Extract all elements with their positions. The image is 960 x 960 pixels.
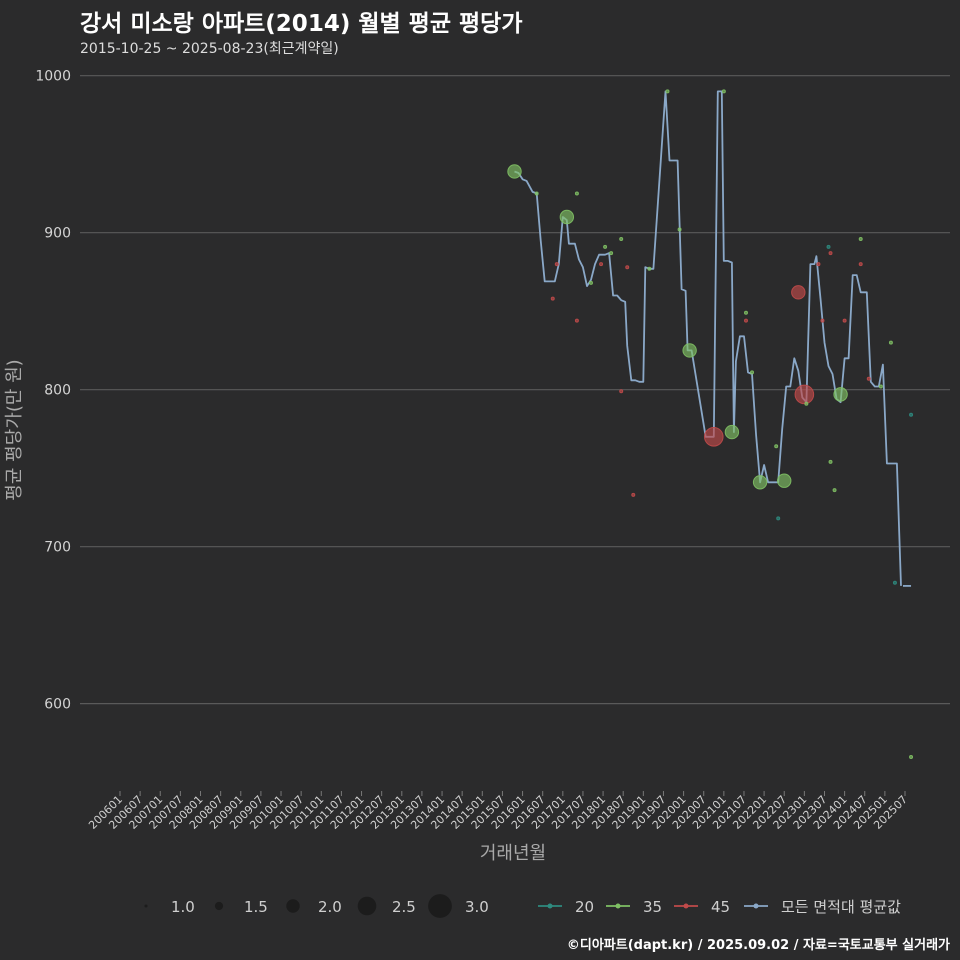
data-point-31 xyxy=(804,401,809,406)
x-axis-label: 거래년월 xyxy=(480,843,546,864)
legend-color-label-2: 45 xyxy=(711,898,730,916)
data-point-17 xyxy=(677,227,682,232)
data-point-6 xyxy=(574,318,579,323)
legend-color-label-0: 20 xyxy=(575,898,594,916)
data-point-37 xyxy=(832,488,837,493)
legend-color-dot-3 xyxy=(753,903,759,909)
data-point-26 xyxy=(774,444,779,449)
data-point-2 xyxy=(550,296,555,301)
data-point-14 xyxy=(631,492,636,497)
data-point-46 xyxy=(909,412,914,417)
legend-size-marker-3.0 xyxy=(428,894,452,918)
data-point-41 xyxy=(858,262,863,267)
data-point-15 xyxy=(647,266,652,271)
data-point-47 xyxy=(909,755,914,760)
data-point-3 xyxy=(554,262,559,267)
legend-color-dot-2 xyxy=(683,903,689,909)
y-tick-1000: 1000 xyxy=(35,69,71,85)
data-point-42 xyxy=(866,376,871,381)
legend-color-dot-1 xyxy=(615,903,621,909)
data-point-36 xyxy=(828,459,833,464)
data-points xyxy=(507,89,914,760)
x-tick-labels: 2006012006072007012007072008012008072009… xyxy=(86,791,910,832)
data-point-7 xyxy=(589,280,593,285)
legend-size-marker-2.5 xyxy=(357,896,377,916)
data-point-12 xyxy=(619,389,624,394)
data-point-9 xyxy=(603,244,608,249)
data-point-43 xyxy=(878,384,883,389)
y-tick-900: 900 xyxy=(44,226,71,242)
legend-size-label-1.0: 1.0 xyxy=(171,898,195,916)
data-point-27 xyxy=(776,516,781,521)
source-note: ©디아파트(dapt.kr) / 2025.09.02 / 자료=국토교통부 실… xyxy=(566,938,950,953)
data-point-29 xyxy=(791,285,806,300)
chart-title: 강서 미소랑 아파트(2014) 월별 평균 평당가 xyxy=(80,11,523,37)
data-point-5 xyxy=(574,191,579,196)
data-point-44 xyxy=(888,340,893,345)
legend-size-label-3.0: 3.0 xyxy=(465,898,489,916)
data-point-45 xyxy=(892,580,897,585)
data-point-20 xyxy=(721,89,726,94)
y-axis-label: 평균 평당가(만 원) xyxy=(4,359,25,500)
legend-size-marker-2.0 xyxy=(286,899,300,913)
legend-color-label-3: 모든 면적대 평균값 xyxy=(781,898,901,916)
data-point-10 xyxy=(609,251,614,256)
legend-size-label-2.0: 2.0 xyxy=(318,898,342,916)
data-point-25 xyxy=(752,475,768,490)
data-point-40 xyxy=(858,236,863,241)
y-tick-700: 700 xyxy=(44,540,71,556)
data-point-19 xyxy=(703,426,724,447)
data-point-4 xyxy=(559,209,575,225)
chart-subtitle: 2015-10-25 ~ 2025-08-23(최근계약일) xyxy=(80,41,339,57)
data-point-30 xyxy=(794,384,815,405)
legend-color-dot-0 xyxy=(547,903,553,909)
legend-size-label-1.5: 1.5 xyxy=(244,898,268,916)
data-point-0 xyxy=(507,164,522,179)
data-point-16 xyxy=(665,89,670,94)
data-point-8 xyxy=(599,262,604,267)
data-point-38 xyxy=(833,387,848,402)
data-point-32 xyxy=(816,262,821,267)
data-point-35 xyxy=(828,251,833,256)
legend-size-marker-1.5 xyxy=(214,901,224,911)
data-point-18 xyxy=(682,343,697,358)
data-point-13 xyxy=(625,265,630,270)
data-point-39 xyxy=(842,318,847,323)
data-point-33 xyxy=(820,318,825,323)
data-point-34 xyxy=(826,244,831,249)
data-point-21 xyxy=(724,424,740,440)
legend: 1.0 1.5 2.0 2.5 3.0 20 35 45 모든 면적대 평균값 xyxy=(144,894,901,918)
data-point-1 xyxy=(534,191,539,196)
data-point-28 xyxy=(777,473,792,488)
average-line-path xyxy=(514,90,902,586)
legend-size-marker-1.0 xyxy=(144,904,148,908)
data-point-22 xyxy=(743,310,748,315)
y-tick-600: 600 xyxy=(44,697,71,713)
y-tick-labels: 600 700 800 900 1000 xyxy=(35,69,71,713)
average-line xyxy=(514,90,912,587)
grid-lines xyxy=(80,75,950,705)
legend-size-label-2.5: 2.5 xyxy=(392,898,416,916)
data-point-11 xyxy=(619,236,624,241)
y-tick-800: 800 xyxy=(44,383,71,399)
data-point-24 xyxy=(750,370,755,375)
data-point-23 xyxy=(743,318,748,323)
legend-color-label-1: 35 xyxy=(643,898,662,916)
